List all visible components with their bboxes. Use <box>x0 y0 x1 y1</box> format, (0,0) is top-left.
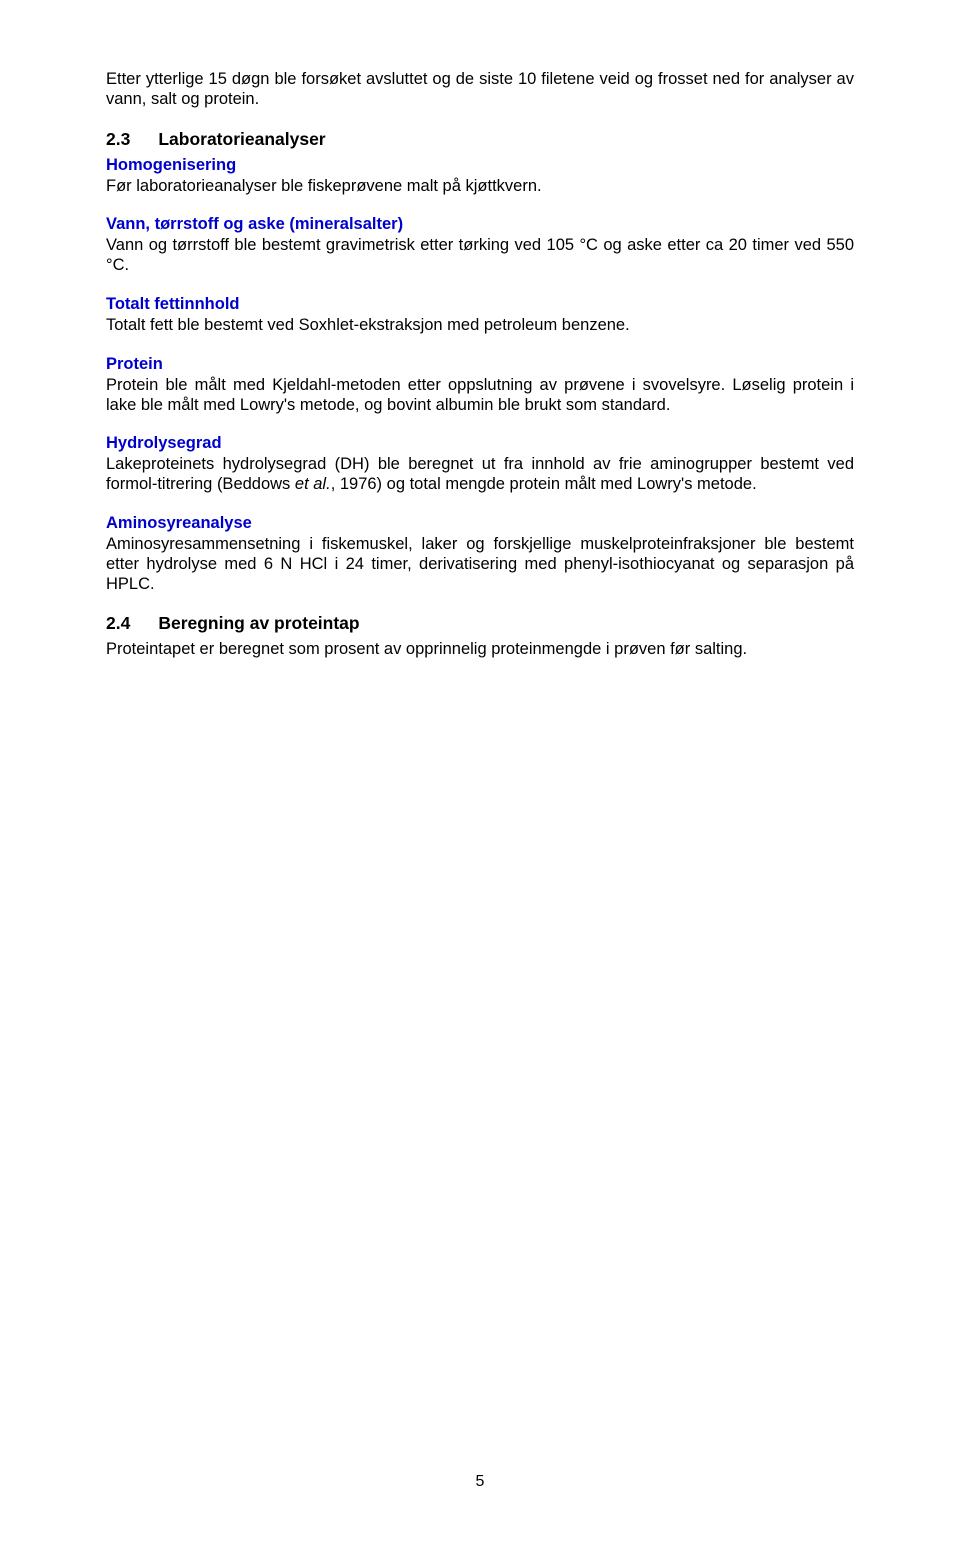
aminosyre-heading: Aminosyreanalyse <box>106 514 854 533</box>
section-title: Laboratorieanalyser <box>158 129 325 150</box>
hydrolysegrad-text: Lakeproteinets hydrolysegrad (DH) ble be… <box>106 455 854 495</box>
hydrolysegrad-post: , 1976) og total mengde protein målt med… <box>331 475 757 493</box>
intro-paragraph: Etter ytterlige 15 døgn ble forsøket avs… <box>106 70 854 110</box>
section-number: 2.3 <box>106 129 130 150</box>
hydrolysegrad-heading: Hydrolysegrad <box>106 434 854 453</box>
section-number: 2.4 <box>106 613 130 634</box>
hydrolysegrad-italic: et al. <box>295 475 331 493</box>
fett-text: Totalt fett ble bestemt ved Soxhlet-ekst… <box>106 316 854 336</box>
section-title: Beregning av proteintap <box>158 613 359 634</box>
protein-text: Protein ble målt med Kjeldahl-metoden et… <box>106 376 854 416</box>
section-2-3-heading: 2.3 Laboratorieanalyser <box>106 129 854 150</box>
fett-heading: Totalt fettinnhold <box>106 295 854 314</box>
homogenisering-text: Før laboratorieanalyser ble fiskeprøvene… <box>106 177 854 197</box>
homogenisering-heading: Homogenisering <box>106 156 854 175</box>
vann-heading: Vann, tørrstoff og aske (mineralsalter) <box>106 215 854 234</box>
section-2-4-text: Proteintapet er beregnet som prosent av … <box>106 640 854 660</box>
protein-heading: Protein <box>106 355 854 374</box>
vann-text: Vann og tørrstoff ble bestemt gravimetri… <box>106 236 854 276</box>
section-2-4-heading: 2.4 Beregning av proteintap <box>106 613 854 634</box>
aminosyre-text: Aminosyresammensetning i fiskemuskel, la… <box>106 535 854 594</box>
page-number: 5 <box>0 1473 960 1491</box>
